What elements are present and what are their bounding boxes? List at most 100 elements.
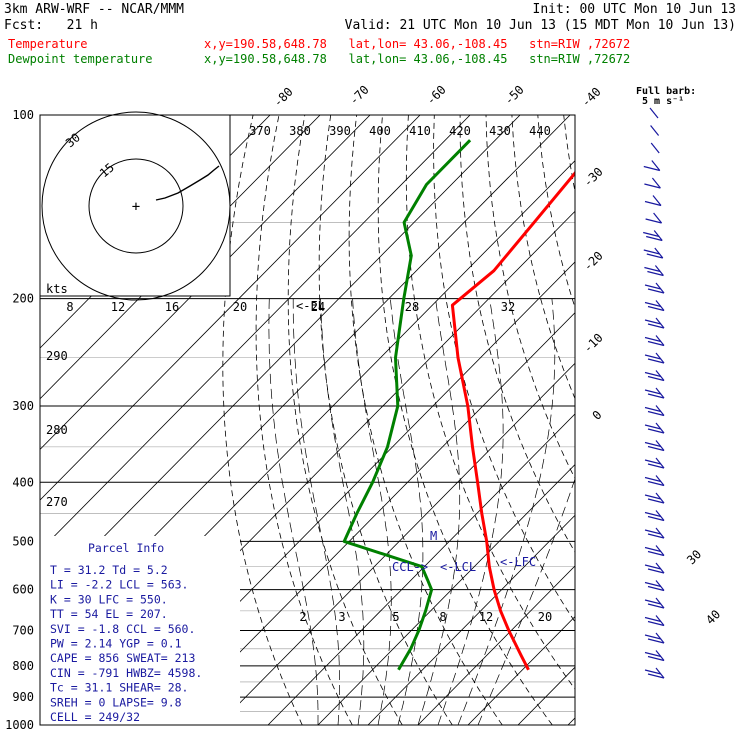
parcel-info-row: T = 31.2 Td = 5.2 (50, 563, 168, 577)
theta-label: 440 (529, 124, 551, 138)
wind-barb-flag (647, 463, 665, 469)
wind-barb-flag (647, 340, 665, 347)
mixing-ratio-labels: 8 12 16 20 24 28 32 2 3 5 8 12 20 (66, 300, 552, 624)
wind-barb-flag (644, 266, 661, 273)
wind-barb-flag (647, 323, 665, 329)
dewpoint-legend-label: Dewpoint temperature (8, 52, 153, 66)
wind-barb-flag (647, 393, 665, 399)
dry-adiabat-line (511, 115, 575, 400)
moist-adiabat-line (417, 298, 461, 725)
mixing-ratio-label: 2 (299, 610, 306, 624)
wind-barb-flag (643, 231, 660, 238)
wind-barb (655, 370, 665, 381)
pressure-tick-label: 700 (12, 624, 34, 638)
wind-barb-flag (647, 288, 665, 294)
temperature-location: x,y=190.58,648.78 lat,lon= 43.06,-108.45… (204, 37, 631, 51)
parcel-info-row: CAPE = 856 SWEAT= 213 (50, 651, 195, 665)
hodograph-center-icon: + (132, 199, 140, 215)
barb-legend-line1: Full barb: (636, 86, 697, 97)
moist-adiabat-line (320, 298, 365, 725)
moist-adiabat-line (477, 477, 575, 725)
wind-barb-flag (644, 476, 662, 483)
dry-adiabat-line (459, 115, 575, 554)
pressure-tick-label: 500 (12, 534, 34, 548)
wind-barb-flag (644, 546, 662, 553)
isotherm-line (40, 115, 521, 602)
wind-barb-flag (644, 389, 662, 395)
mixing-ratio-label: 32 (501, 300, 515, 314)
wind-barb-flag (647, 498, 665, 504)
model-title: 3km ARW-WRF -- NCAR/MMM (4, 2, 185, 17)
theta-label: 390 (329, 124, 351, 138)
parcel-info-row: K = 30 LFC = 550. (50, 592, 168, 606)
moist-adiabat-line (457, 298, 556, 725)
pressure-tick-label: 600 (12, 583, 34, 597)
level-markers: CCL-> <-LCL <-LFC <-EL M (296, 299, 536, 574)
wind-barb (653, 230, 663, 241)
isotherm-line (40, 115, 421, 501)
dry-adiabat-line (405, 115, 575, 690)
dry-adiabat-line (537, 115, 575, 309)
wind-barb (655, 545, 665, 556)
theta-labels: 370 380 390 400 410 420 430 440 290 280 270 (46, 124, 551, 509)
wind-barb (655, 667, 665, 679)
isotherm-label: -30 (581, 165, 606, 190)
wind-barb-flag (644, 336, 662, 343)
isotherm-line (417, 565, 575, 725)
hodograph-units-label: kts (46, 282, 68, 296)
wind-barb-flag (647, 550, 665, 557)
wind-barb-flag (643, 249, 660, 255)
wind-barb-flag (647, 638, 665, 644)
wind-barb-flag (647, 445, 665, 452)
dry-adiabat-line (485, 115, 575, 480)
marker-m: M (430, 529, 437, 543)
theta-label: 380 (289, 124, 311, 138)
isotherm-line (217, 362, 575, 725)
wind-barb (655, 422, 665, 434)
wind-barb-flag (647, 585, 665, 592)
isotherm-line (567, 717, 575, 725)
wind-barb (655, 335, 665, 346)
wind-barb-flag (647, 673, 665, 679)
wind-barb (655, 562, 665, 574)
wind-barb-flag (644, 319, 662, 325)
wind-barb-flag (647, 480, 665, 487)
wind-barb-flag (647, 358, 665, 364)
wind-barb (650, 125, 660, 136)
dry-adiabat-line (563, 115, 575, 194)
theta-label: 420 (449, 124, 471, 138)
dry-adiabat-line (693, 115, 740, 725)
wind-barb (651, 160, 661, 171)
parcel-info-row: SREH = 0 LAPSE= 9.8 (50, 695, 182, 709)
theta-label: 410 (409, 124, 431, 138)
mixing-ratio-label: 20 (233, 300, 247, 314)
wind-barb (655, 282, 665, 294)
isotherm-line (367, 514, 575, 725)
wind-barb (653, 212, 663, 224)
parcel-info-row: CIN = -791 HWBZ= 4598. (50, 666, 202, 680)
wind-barb (655, 650, 665, 661)
pressure-axis: 100 200 300 400 500 600 700 800 900 1000 (5, 108, 34, 732)
parcel-info-row: CELL = 249/32 (50, 710, 140, 724)
barb-legend-line2: 5 m s⁻¹ (642, 96, 685, 107)
wind-barb (649, 107, 659, 119)
wind-barb-flag (647, 270, 664, 277)
forecast-hour: Fcst: 21 h (4, 18, 98, 33)
wind-barb (655, 580, 665, 591)
isotherm-label: -80 (271, 85, 296, 110)
mixing-ratio-label: 8 (66, 300, 73, 314)
mixing-ratio-label: 3 (338, 610, 345, 624)
wind-barb-flag (644, 564, 662, 570)
theta-label: 370 (249, 124, 271, 138)
mixing-ratio-label: 16 (165, 300, 179, 314)
wind-barb-flag (644, 354, 662, 360)
theta-label: 430 (489, 124, 511, 138)
mixing-ratio-label: 5 (392, 610, 399, 624)
wind-barb-flag (646, 253, 663, 259)
dry-adiabat-line (433, 115, 575, 623)
marker-el: <-EL (296, 299, 325, 313)
mixing-ratio-label: 12 (479, 610, 493, 624)
dry-adiabat-line (377, 115, 553, 725)
moist-adiabat-line (352, 298, 392, 725)
isotherm-label: -10 (581, 331, 606, 356)
